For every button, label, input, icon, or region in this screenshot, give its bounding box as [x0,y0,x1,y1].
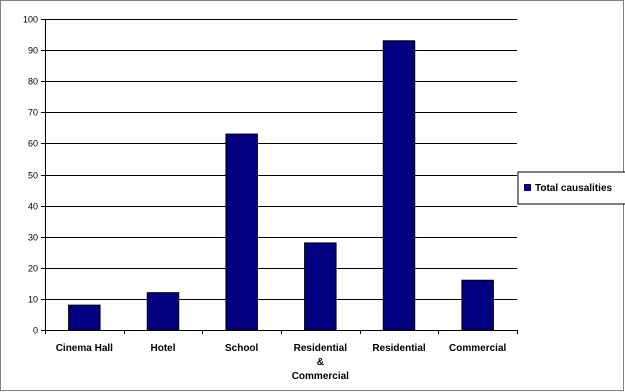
bar [225,133,258,331]
y-tick-label: 30 [28,233,38,243]
x-category-labels: Cinema Hall Hotel School Residential & Commer… [56,343,507,382]
axes [41,19,518,334]
bar [146,292,180,331]
x-category-label: Commercial [449,343,506,354]
y-tick-label: 50 [28,171,38,181]
x-category-label: Residential [372,343,426,354]
x-category-label: Hotel [151,343,176,354]
y-tick-label: 70 [28,108,38,118]
y-tick-labels: 0 10 20 30 40 50 60 70 80 90 100 [23,15,38,336]
y-tick-label: 0 [33,326,38,336]
x-category-label: Commercial [292,371,349,382]
y-tick-label: 20 [28,264,38,274]
x-category-label: School [225,343,259,354]
bars [68,40,494,331]
bar [382,40,416,331]
x-category-label: & [317,357,324,368]
bar [68,304,101,331]
y-tick-label: 100 [23,15,38,25]
legend-swatch [524,184,531,191]
x-category-label: Residential [294,343,348,354]
y-tick-label: 40 [28,202,38,212]
y-tick-label: 10 [28,295,38,305]
legend-box [517,171,625,205]
gridlines [45,19,517,300]
legend-label: Total causalities [535,183,613,194]
bar [304,242,337,331]
y-tick-label: 60 [28,139,38,149]
y-tick-label: 80 [28,77,38,87]
x-category-label: Cinema Hall [56,343,113,354]
y-tick-label: 90 [28,46,38,56]
bar [461,279,494,331]
legend: Total causalities [517,171,625,205]
